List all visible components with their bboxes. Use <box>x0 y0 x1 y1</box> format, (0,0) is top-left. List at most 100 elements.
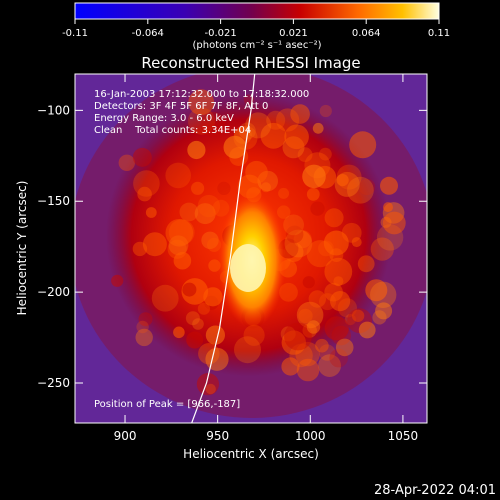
emission-blob <box>365 279 388 302</box>
colorbar-ticks: -0.11 -0.064 -0.021 0.021 0.064 0.11 <box>62 19 450 39</box>
annotation-line: Clean Total counts: 3.34E+04 <box>94 125 251 136</box>
emission-blob <box>302 164 326 189</box>
emission-blob <box>284 124 309 150</box>
emission-blob <box>111 274 124 287</box>
emission-blob <box>375 302 393 320</box>
emission-blob <box>245 112 272 139</box>
emission-blob <box>217 181 231 195</box>
colorbar-tick-label: 0.064 <box>352 28 381 39</box>
emission-blob <box>284 322 312 351</box>
emission-blob <box>351 237 362 248</box>
emission-blob <box>296 301 324 329</box>
emission-blob <box>324 316 349 341</box>
emission-blob <box>191 181 205 195</box>
peak-position-label: Position of Peak = [966,-187] <box>94 399 240 410</box>
emission-blob <box>334 171 360 197</box>
emission-blob <box>324 208 344 228</box>
emission-blob <box>306 240 334 268</box>
emission-blob <box>315 338 329 353</box>
emission-blob <box>290 104 310 124</box>
solar-limb-curve <box>191 74 256 423</box>
colorbar-tick-label: 0.11 <box>428 28 450 39</box>
emission-blob <box>380 216 392 228</box>
emission-blob <box>245 160 268 184</box>
emission-blob <box>319 104 332 118</box>
emission-blob <box>358 321 376 339</box>
emission-blob <box>297 147 313 163</box>
emission-blob <box>370 281 397 308</box>
emission-blob <box>349 131 377 159</box>
emission-blob <box>308 290 326 308</box>
x-axis-label: Heliocentric X (arcsec) <box>183 447 319 461</box>
emission-blob <box>192 318 204 330</box>
emission-blob <box>196 373 219 396</box>
emission-blob <box>380 176 398 195</box>
emission-blob <box>168 219 195 246</box>
emission-blob <box>182 282 197 297</box>
y-axis-label: Heliocentric Y (arcsec) <box>15 181 29 316</box>
emission-blob <box>318 354 341 377</box>
x-tick-label: 1050 <box>388 429 419 443</box>
emission-blob <box>306 187 320 201</box>
colorbar-tick-label: 0.021 <box>279 28 308 39</box>
emission-blob <box>281 357 300 376</box>
emission-blob <box>187 140 206 160</box>
emission-blob <box>310 201 325 216</box>
emission-blob <box>330 291 351 312</box>
emission-blob <box>173 326 185 339</box>
emission-blob <box>285 225 304 244</box>
colorbar-tick-label: -0.064 <box>132 28 164 39</box>
emission-blob <box>383 202 393 213</box>
emission-blob <box>132 147 152 167</box>
emission-blob <box>276 108 300 132</box>
emission-blob <box>207 237 222 252</box>
footer-timestamp: 28-Apr-2022 04:01 <box>374 483 496 498</box>
emission-blob <box>234 336 261 364</box>
emission-blob <box>337 298 357 318</box>
emission-blob <box>358 178 376 196</box>
emission-blob <box>223 135 247 159</box>
emission-blob <box>370 237 394 261</box>
colorbar-tick-label: -0.11 <box>62 28 88 39</box>
emission-blob <box>329 348 349 368</box>
chart-title: Reconstructed RHESSI Image <box>141 54 360 72</box>
emission-blob <box>302 323 317 338</box>
emission-blob <box>185 311 200 326</box>
y-axis-ticks: −100 −150 −200 −250 <box>37 103 427 390</box>
emission-blob <box>142 232 167 257</box>
emission-blob <box>318 344 336 361</box>
emission-blob <box>203 287 223 307</box>
emission-blob <box>336 164 362 190</box>
emission-blob <box>165 219 194 247</box>
emission-blob <box>296 358 320 382</box>
emission-blob <box>376 224 404 251</box>
emission-blob <box>302 276 315 289</box>
image-area <box>75 74 427 423</box>
annotation-line: 16-Jan-2003 17:12:32.000 to 17:18:32.000 <box>94 89 309 100</box>
annotation-line: Detectors: 3F 4F 5F 6F 7F 8F, Att 0 <box>94 101 268 112</box>
y-tick-label: −100 <box>37 103 70 117</box>
x-axis-ticks: 900 950 1000 1050 <box>114 74 419 443</box>
annotation-line: Energy Range: 3.0 - 6.0 keV <box>94 113 234 124</box>
emission-blob <box>179 202 199 222</box>
emission-blob <box>281 330 306 355</box>
emission-blob <box>133 170 160 197</box>
emission-blob <box>347 176 374 204</box>
emission-blob <box>205 325 225 345</box>
colorbar-unit-label: (photons cm⁻² s⁻¹ asec⁻²) <box>192 40 321 51</box>
emission-blob <box>201 231 219 249</box>
emission-texture <box>111 89 406 396</box>
emission-blob <box>243 324 265 346</box>
emission-blob <box>208 259 221 272</box>
annotation-block: 16-Jan-2003 17:12:32.000 to 17:18:32.000… <box>94 89 309 136</box>
emission-blob <box>205 383 216 395</box>
colorbar <box>74 2 440 20</box>
x-tick-label: 950 <box>206 429 229 443</box>
emission-blob <box>132 241 148 257</box>
emission-blob <box>279 282 298 302</box>
emission-blob <box>138 312 153 327</box>
emission-blob <box>257 170 279 192</box>
emission-blob <box>135 328 153 347</box>
emission-blob <box>137 186 152 202</box>
